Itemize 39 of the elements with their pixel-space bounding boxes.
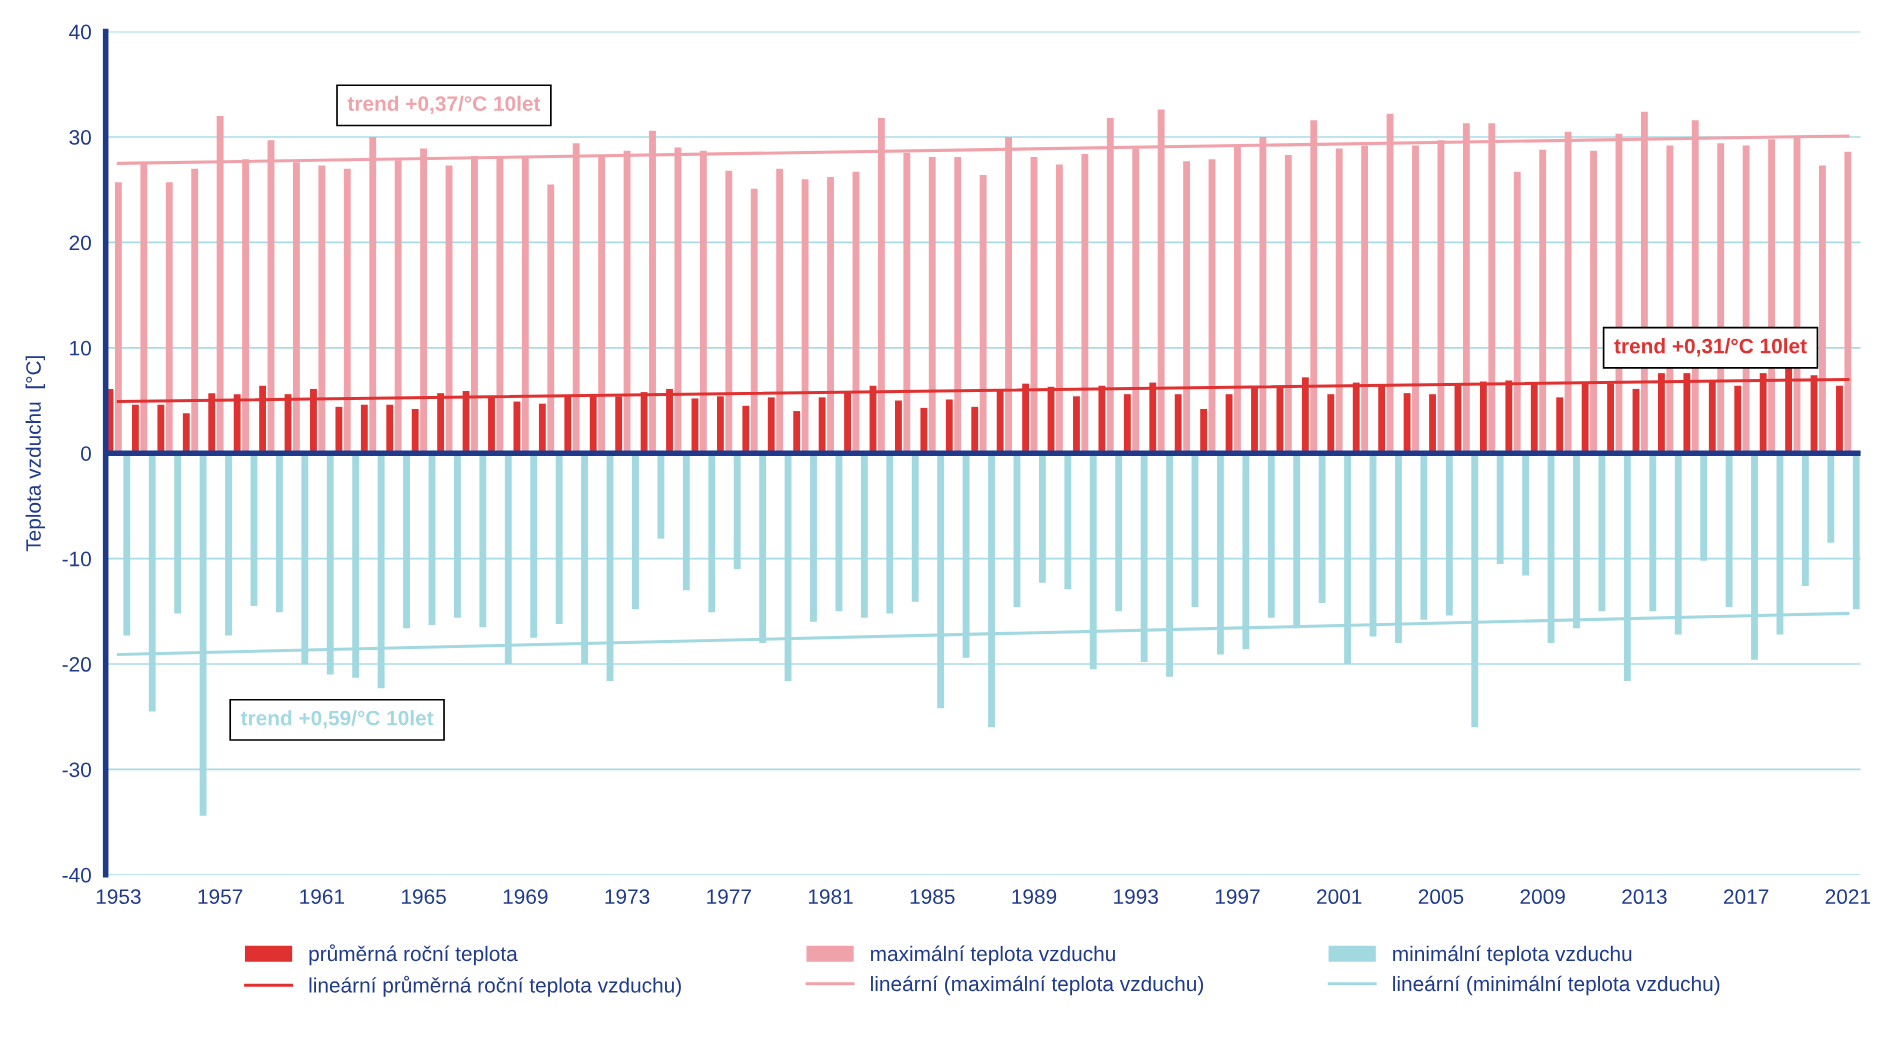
y-tick-label: -20 [62,657,91,672]
legend-label: průměrná roční teplota [309,944,518,966]
legend-label: minimální teplota vzduchu [1393,945,1632,966]
x-tick-label: 1961 [300,889,345,905]
annotation: trend +0,59/°C 10let [240,710,434,729]
bar [1827,453,1835,543]
x-tick-label: 1953 [96,889,141,905]
y-tick-label: -30 [62,762,91,778]
y-tick-label: 0 [81,446,91,461]
legend-label: lineární (maximální teplota vzduchu) [871,975,1204,996]
x-tick-label: 1977 [707,889,751,905]
x-tick-label: 1993 [1114,889,1158,905]
x-tick-label: 2017 [1724,889,1769,905]
annotation: trend +0,31/°C 10let [1614,338,1807,357]
x-tick-label: 1997 [1215,889,1260,905]
x-tick-label: 2001 [1317,889,1362,905]
y-tick-label: 10 [70,340,91,356]
annotation: trend +0,37/°C 10let [347,95,541,115]
bar [657,453,665,539]
legend-label: lineární (minimální teplota vzduchu) [1393,975,1720,996]
legend-label: maximální teplota vzduchu [871,945,1115,966]
x-tick-label: 2021 [1825,889,1871,905]
x-tick-label: 1965 [402,889,446,905]
y-tick-label: 40 [69,24,91,40]
x-tick-label: 1985 [910,889,955,905]
y-tick-label: -40 [62,867,91,883]
x-tick-label: 1969 [503,889,548,905]
x-tick-label: 1973 [605,889,650,905]
y-tick-label: -10 [62,551,91,567]
x-tick-label: 1981 [808,889,853,905]
x-tick-label: 1989 [1012,889,1057,905]
y-tick-label: 30 [69,130,91,145]
x-tick-label: 2005 [1418,889,1464,905]
y-tick-label: 20 [69,235,91,251]
legend-label: lineární průměrná roční teplota vzduchu) [309,975,681,997]
x-tick-label: 1957 [198,889,243,905]
y-axis-title: Teplota vzduchu [°C] [25,356,46,552]
x-tick-label: 2009 [1520,889,1565,905]
x-tick-label: 2013 [1622,889,1667,905]
